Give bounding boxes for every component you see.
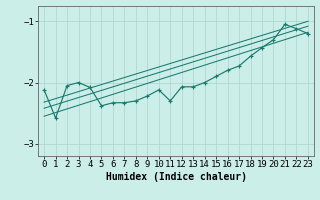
X-axis label: Humidex (Indice chaleur): Humidex (Indice chaleur) <box>106 172 246 182</box>
